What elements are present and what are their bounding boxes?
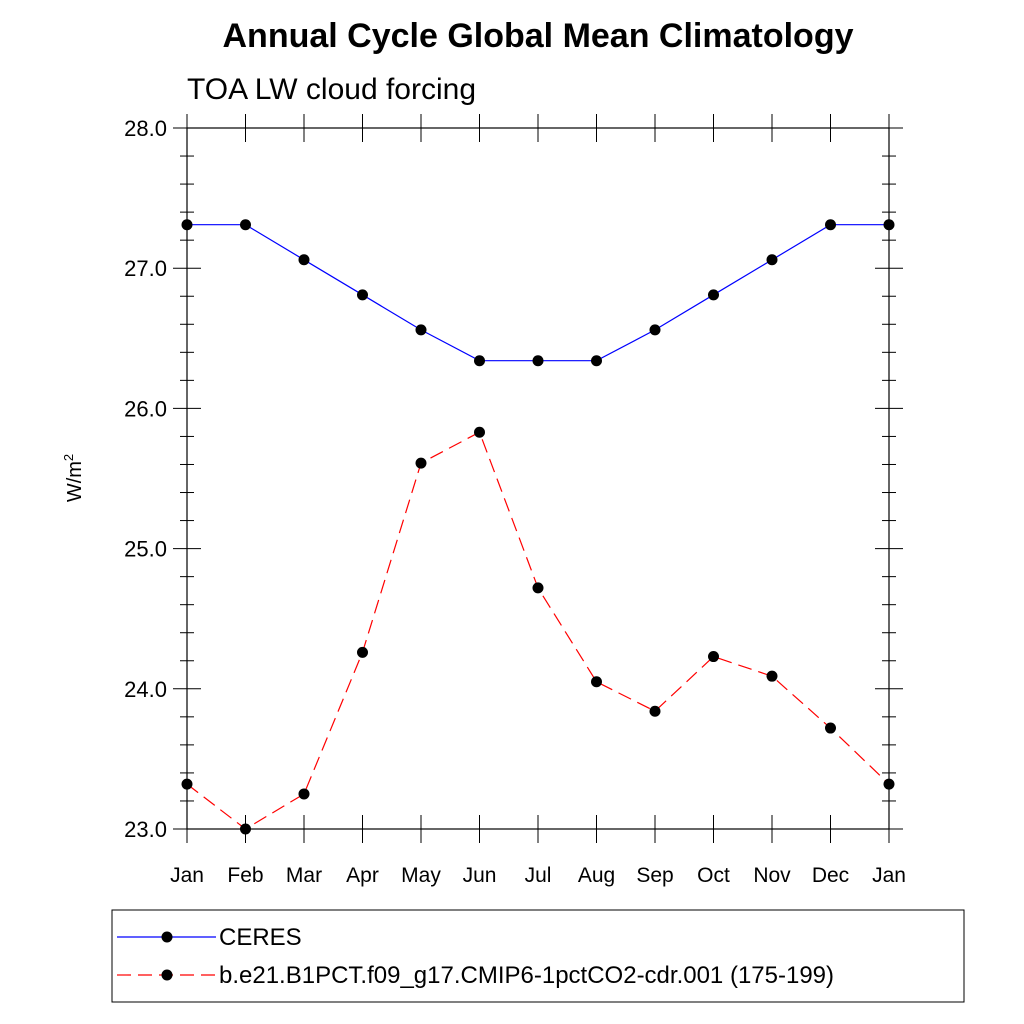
chart-subtitle: TOA LW cloud forcing [187,73,476,106]
series-1-point [240,219,251,231]
x-tick-label: Jan [872,864,906,887]
legend-marker-1 [161,931,173,943]
series-1-point [181,219,193,231]
legend-label-1: CERES [219,924,302,951]
series-line-1 [187,224,889,362]
chart-title: Annual Cycle Global Mean Climatology [223,17,854,55]
series-1-point [591,355,602,367]
series-2-point [474,426,485,438]
series-line-2 [186,431,890,830]
series-1-point [649,324,661,336]
x-tick-label: Sep [636,864,673,887]
x-tick-label: Jul [525,864,552,887]
legend-label-2: b.e21.B1PCT.f09_g17.CMIP6-1pctCO2-cdr.00… [219,962,834,989]
plot-frame [186,127,890,830]
series-1-point [532,355,544,367]
y-tick-label: 24.0 [124,677,167,702]
x-tick-label: Dec [812,864,849,887]
y-axis-label-text: W/m [64,461,86,502]
series-2-point [825,722,836,734]
x-tick-label: Oct [697,864,730,887]
x-tick-label: Apr [346,864,379,887]
series-1-point [708,289,719,301]
series-1-point [474,355,485,367]
y-tick-label: 25.0 [124,537,167,562]
series-2-point [883,778,895,790]
series-1-point [883,219,895,231]
series-2-point [298,788,310,800]
series-2-point [415,457,427,469]
series-2-point [708,651,719,663]
series-1-point [766,254,778,266]
x-tick-label: Jun [463,864,497,887]
x-tick-label: Nov [753,864,791,887]
legend-marker-2 [161,969,173,981]
series-2-point [649,705,661,717]
series-2-point [181,778,193,790]
y-tick-label: 26.0 [124,396,167,421]
series-2-point [532,582,544,594]
x-tick-label: Aug [578,864,615,887]
series-2-point [766,670,778,682]
series-2-point [357,646,368,658]
x-tick-label: Feb [227,864,263,887]
x-tick-label: Mar [286,864,322,887]
plot-area: 23.0 24.0 25.0 26.0 27.0 28.0 Jan Feb Mar Apr May J… [124,114,906,887]
y-tick-label: 27.0 [124,256,167,281]
y-axis-label: W/m2 [61,454,86,502]
series-2-point [591,676,602,688]
y-axis-label-superscript: 2 [61,454,76,461]
y-tick-label: 23.0 [124,817,167,842]
series-1-point [357,289,368,301]
legend-box [111,909,965,1003]
legend: CERES b.e21.B1PCT.f09_g17.CMIP6-1pctCO2-c… [111,909,965,1003]
series-1-point [298,254,310,266]
y-tick-label: 28.0 [124,116,167,141]
series-1-point [415,324,427,336]
x-tick-label: May [401,864,441,887]
x-tick-label: Jan [170,864,204,887]
series-2-point [240,823,251,835]
series-1-point [825,219,836,231]
